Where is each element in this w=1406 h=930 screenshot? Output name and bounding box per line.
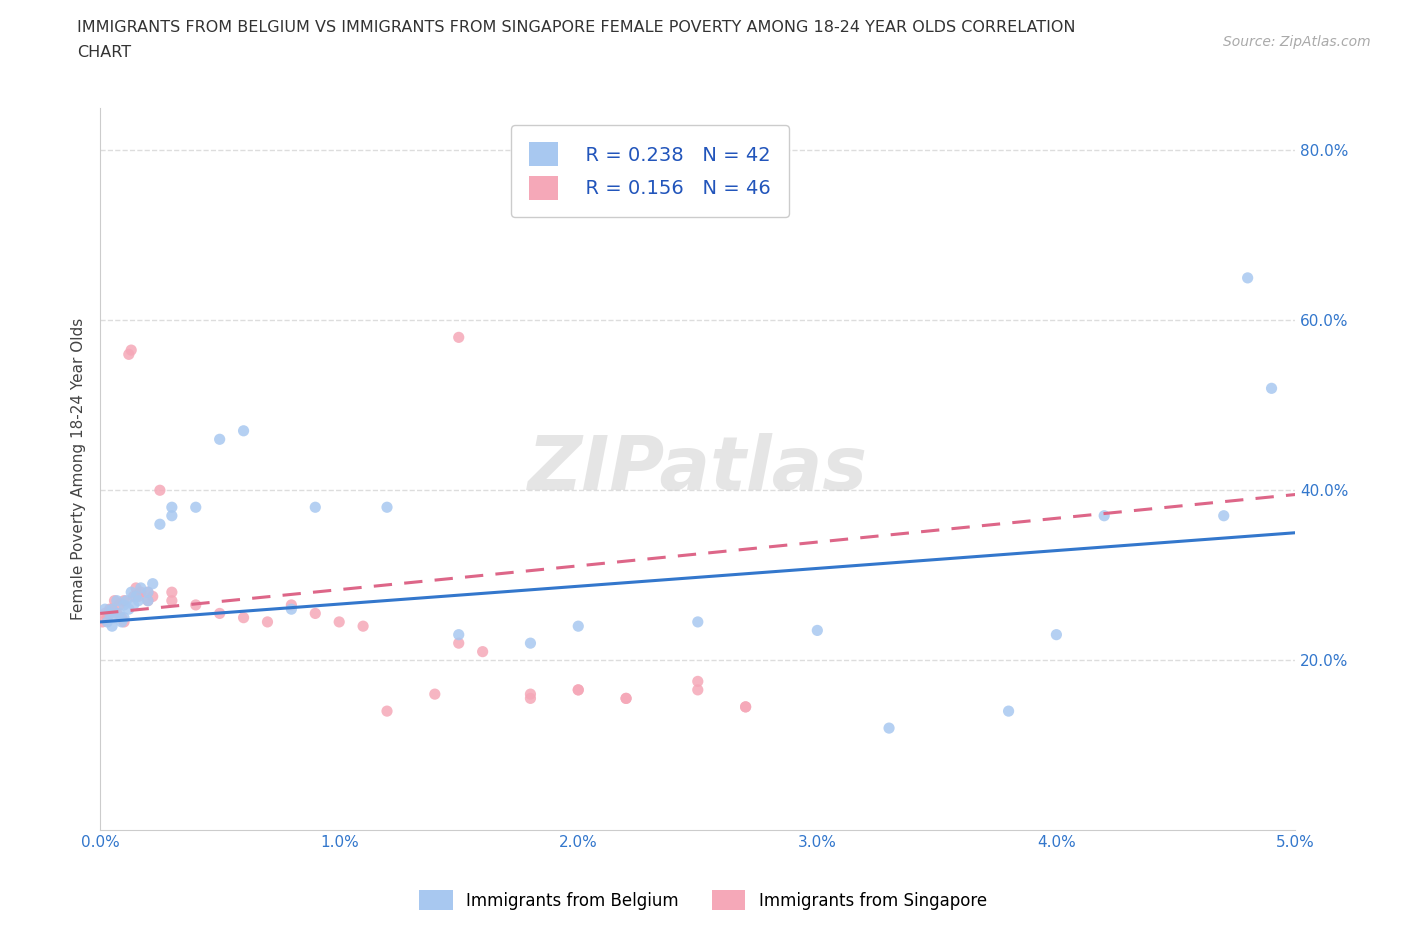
Point [101, 602, 124, 617]
Point [136, 593, 159, 608]
Point [423, 686, 446, 701]
Point [136, 585, 159, 600]
Point [98, 606, 121, 621]
Point [519, 636, 541, 651]
Point [447, 636, 470, 651]
Point [447, 330, 470, 345]
Point [1212, 509, 1234, 524]
Point [149, 517, 172, 532]
Y-axis label: Female Poverty Among 18-24 Year Olds: Female Poverty Among 18-24 Year Olds [72, 318, 86, 620]
Point [149, 483, 172, 498]
Text: Source: ZipAtlas.com: Source: ZipAtlas.com [1223, 35, 1371, 49]
Point [734, 699, 756, 714]
Point [997, 704, 1019, 719]
Text: CHART: CHART [77, 45, 131, 60]
Point [184, 499, 207, 514]
Point [208, 432, 231, 446]
Text: ZIPatlas: ZIPatlas [527, 432, 868, 506]
Point [96, 610, 118, 625]
Point [519, 691, 541, 706]
Point [142, 577, 165, 591]
Point [160, 499, 183, 514]
Point [375, 704, 398, 719]
Point [118, 347, 141, 362]
Point [160, 593, 183, 608]
Point [115, 593, 138, 608]
Point [108, 597, 131, 612]
Point [112, 615, 135, 630]
Point [103, 593, 125, 608]
Point [112, 593, 135, 608]
Point [567, 618, 589, 633]
Point [232, 423, 254, 438]
Point [105, 606, 128, 621]
Point [103, 610, 125, 625]
Point [471, 644, 494, 659]
Point [1045, 627, 1067, 642]
Point [122, 589, 145, 604]
Point [112, 597, 135, 612]
Point [232, 610, 254, 625]
Point [686, 683, 709, 698]
Point [686, 615, 709, 630]
Point [160, 585, 183, 600]
Point [304, 499, 326, 514]
Point [614, 691, 637, 706]
Point [280, 597, 302, 612]
Point [567, 683, 589, 698]
Point [118, 602, 141, 617]
Point [111, 615, 134, 630]
Text: IMMIGRANTS FROM BELGIUM VS IMMIGRANTS FROM SINGAPORE FEMALE POVERTY AMONG 18-24 : IMMIGRANTS FROM BELGIUM VS IMMIGRANTS FR… [77, 20, 1076, 35]
Point [304, 606, 326, 621]
Point [806, 623, 828, 638]
Point [136, 593, 159, 608]
Point [1236, 271, 1258, 286]
Point [1092, 509, 1115, 524]
Point [256, 615, 278, 630]
Legend:   R = 0.238   N = 42,   R = 0.156   N = 46: R = 0.238 N = 42, R = 0.156 N = 46 [512, 125, 789, 217]
Point [101, 618, 124, 633]
Point [96, 615, 118, 630]
Point [447, 627, 470, 642]
Point [877, 721, 900, 736]
Point [94, 602, 117, 617]
Point [160, 509, 183, 524]
Point [120, 342, 142, 357]
Point [567, 683, 589, 698]
Point [129, 580, 152, 595]
Point [375, 499, 398, 514]
Point [125, 580, 148, 595]
Point [101, 602, 124, 617]
Point [112, 610, 135, 625]
Point [122, 597, 145, 612]
Point [614, 691, 637, 706]
Point [136, 585, 159, 600]
Point [127, 589, 149, 604]
Point [208, 606, 231, 621]
Point [734, 699, 756, 714]
Point [519, 686, 541, 701]
Point [280, 602, 302, 617]
Point [105, 593, 128, 608]
Point [127, 593, 149, 608]
Point [142, 589, 165, 604]
Point [91, 615, 114, 630]
Point [1260, 381, 1282, 396]
Point [129, 585, 152, 600]
Point [111, 610, 134, 625]
Point [328, 615, 350, 630]
Point [184, 597, 207, 612]
Legend: Immigrants from Belgium, Immigrants from Singapore: Immigrants from Belgium, Immigrants from… [412, 884, 994, 917]
Point [352, 618, 374, 633]
Point [108, 606, 131, 621]
Point [125, 589, 148, 604]
Point [94, 606, 117, 621]
Point [98, 602, 121, 617]
Point [120, 585, 142, 600]
Point [686, 674, 709, 689]
